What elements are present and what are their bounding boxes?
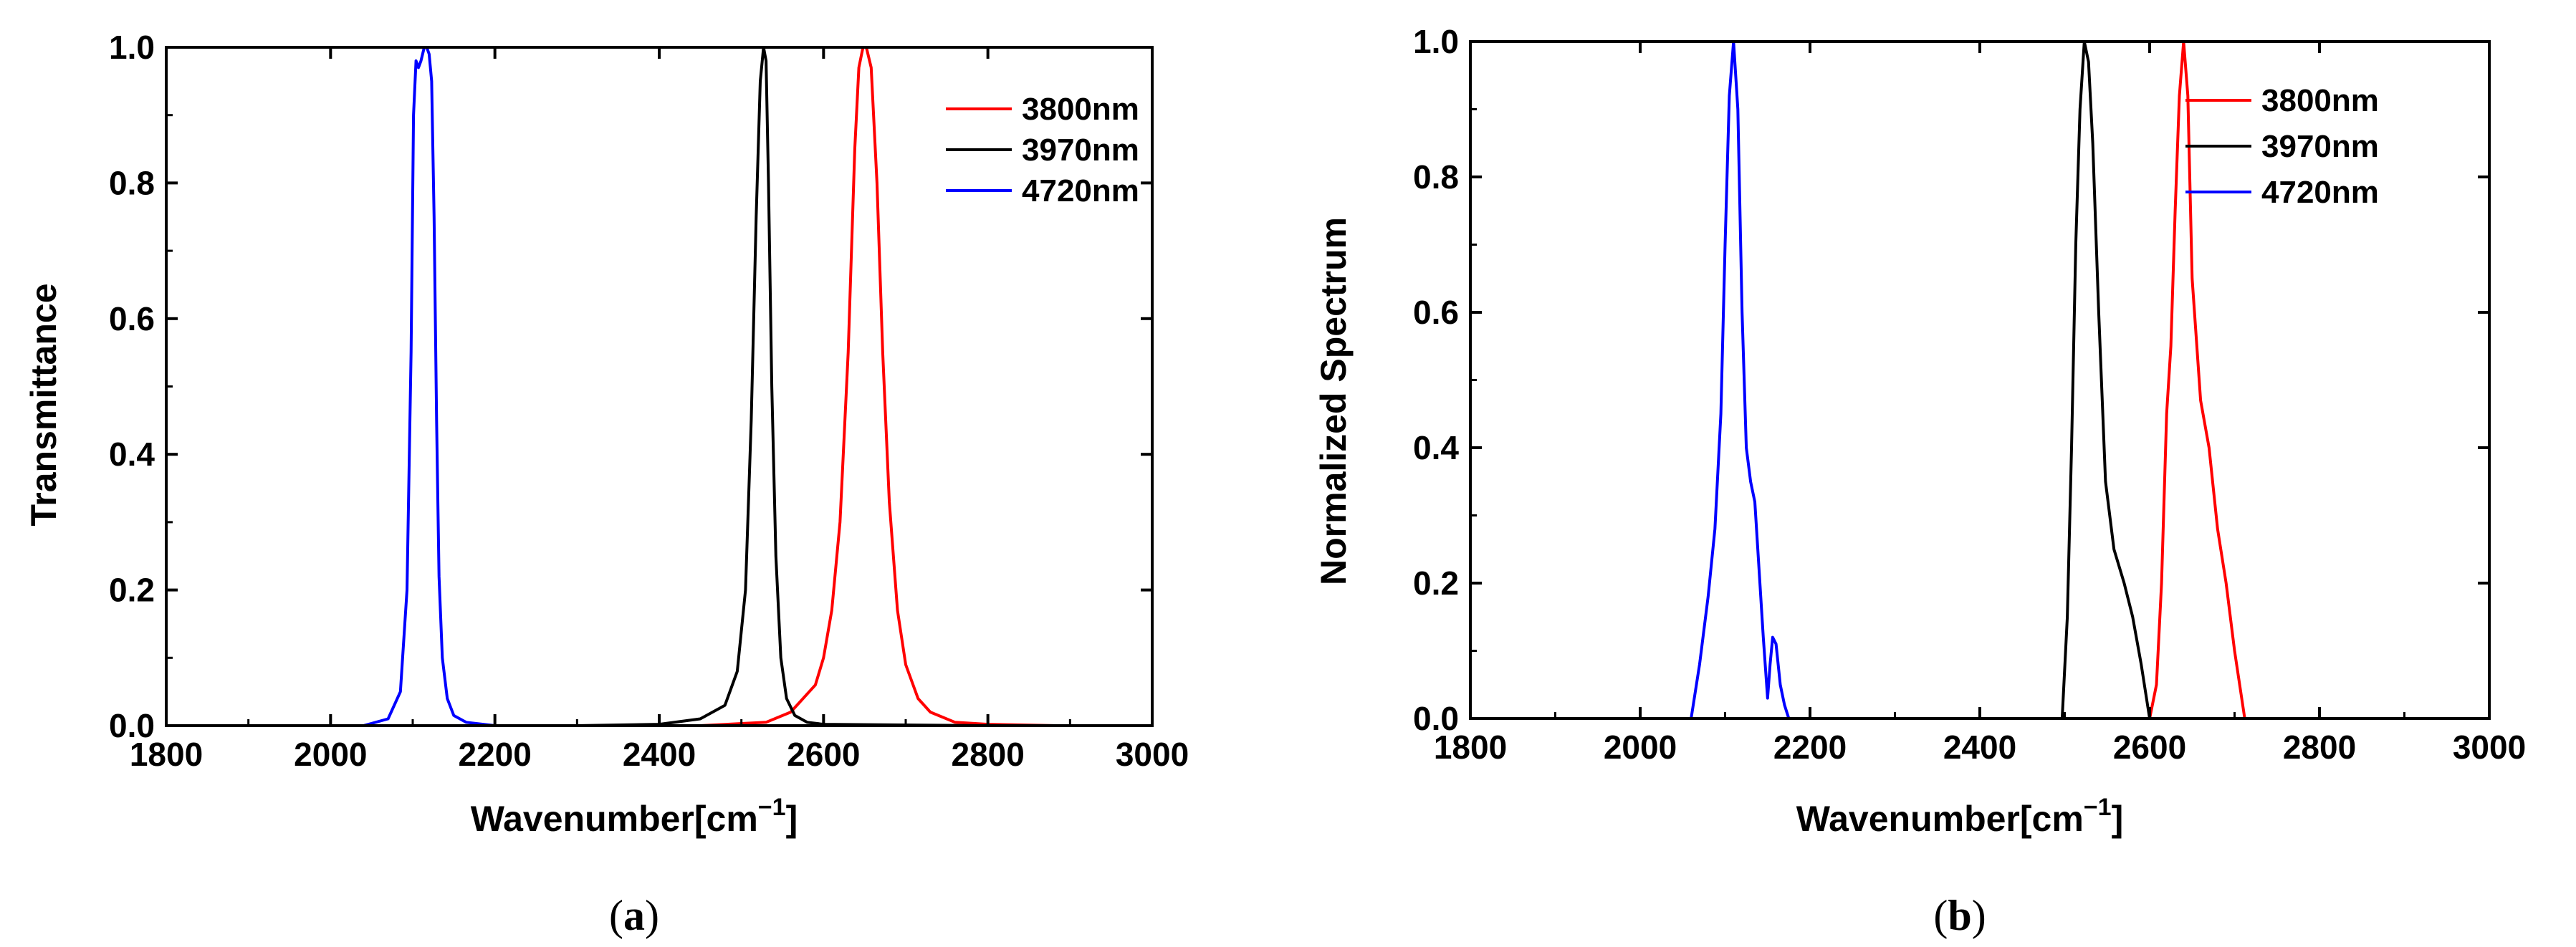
x-tick-label: 2200 bbox=[458, 736, 531, 773]
legend-label-3970nm: 3970nm bbox=[1022, 133, 1139, 168]
legend-label-3970nm: 3970nm bbox=[2261, 129, 2379, 164]
x-tick-label: 3000 bbox=[2453, 729, 2526, 766]
panel-a-caption: (a) bbox=[609, 892, 659, 939]
panel-a-chart: 1800 2000 2200 2400 2600 2800 3000 0.0 0.2 0.4 0.6… bbox=[109, 29, 1189, 773]
y-tick-label: 0.4 bbox=[109, 436, 155, 473]
y-tick-label: 0.4 bbox=[1413, 429, 1459, 466]
x-tick-label: 1800 bbox=[1434, 729, 1507, 766]
series-line-3800nm bbox=[2148, 40, 2246, 719]
x-tick-label: 2000 bbox=[294, 736, 367, 773]
panel-b-xlabel: Wavenumber[cm−1] bbox=[1796, 794, 2123, 839]
panel-b-ylabel: Normalized Spectrum bbox=[1313, 217, 1354, 585]
legend-label-4720nm: 4720nm bbox=[2261, 175, 2379, 210]
panel-b-caption: (b) bbox=[1933, 892, 1986, 939]
y-tick-label: 0.6 bbox=[109, 300, 155, 337]
x-tick-label: 3000 bbox=[1116, 736, 1189, 773]
legend-label-3800nm: 3800nm bbox=[2261, 83, 2379, 118]
x-tick-label: 2400 bbox=[623, 736, 696, 773]
series-line-4720nm bbox=[264, 46, 602, 727]
panel-b-chart: 1800 2000 2200 2400 2600 2800 3000 0.0 0.2 0.4 0.6… bbox=[1413, 23, 2526, 766]
x-tick-label: 2600 bbox=[2113, 729, 2186, 766]
x-tick-label: 2600 bbox=[787, 736, 860, 773]
y-tick-label: 0.8 bbox=[1413, 158, 1459, 196]
legend-label-3800nm: 3800nm bbox=[1022, 92, 1139, 127]
y-tick-label: 1.0 bbox=[109, 29, 155, 66]
x-tick-label: 2200 bbox=[1773, 729, 1847, 766]
x-tick-label: 2000 bbox=[1604, 729, 1677, 766]
y-tick-label: 0.2 bbox=[1413, 564, 1459, 602]
series-line-3970nm bbox=[2060, 40, 2151, 719]
y-tick-label: 1.0 bbox=[1413, 23, 1459, 60]
x-tick-label: 2400 bbox=[1943, 729, 2016, 766]
y-tick-label: 0.8 bbox=[109, 164, 155, 201]
panel-a-xlabel: Wavenumber[cm−1] bbox=[471, 794, 798, 839]
x-tick-label: 2800 bbox=[951, 736, 1024, 773]
legend-label-4720nm: 4720nm bbox=[1022, 173, 1139, 208]
y-tick-label: 0.6 bbox=[1413, 294, 1459, 331]
series-line-4720nm bbox=[1690, 40, 1791, 719]
series-line-3970nm bbox=[577, 46, 988, 727]
y-tick-label: 0.0 bbox=[109, 707, 155, 744]
x-tick-label: 2800 bbox=[2283, 729, 2356, 766]
y-tick-label: 0.0 bbox=[1413, 700, 1459, 737]
y-tick-label: 0.2 bbox=[109, 572, 155, 609]
panel-a-ylabel: Transmittance bbox=[24, 283, 64, 526]
x-tick-label: 1800 bbox=[130, 736, 203, 773]
